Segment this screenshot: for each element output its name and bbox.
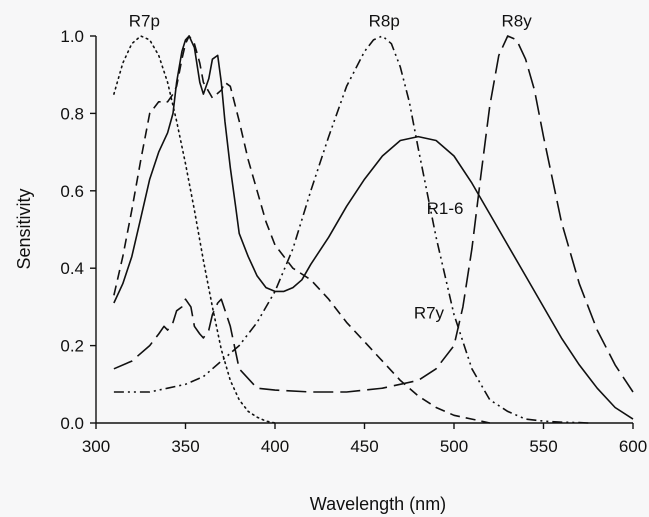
x-tick-label-350: 350 xyxy=(171,437,199,456)
x-tick-label-300: 300 xyxy=(82,437,110,456)
y-tick-label-0.4: 0.4 xyxy=(60,259,84,278)
series-r7p-line xyxy=(113,35,276,424)
series-r8p-line xyxy=(113,35,589,424)
label-r1-6: R1-6 xyxy=(427,199,464,218)
x-tick-label-450: 450 xyxy=(350,437,378,456)
label-r8p: R8p xyxy=(369,11,400,30)
series-labels: R7p R8p R8y R1-6 R7y xyxy=(129,11,533,322)
y-tick-label-0.6: 0.6 xyxy=(60,182,84,201)
x-tick-label-400: 400 xyxy=(261,437,289,456)
y-tick-label-0.2: 0.2 xyxy=(60,337,84,356)
series-r1-6-line xyxy=(113,35,634,420)
label-r7p: R7p xyxy=(129,11,160,30)
ticks: 300 350 400 450 500 550 600 0.0 0.2 0.4 0.6 0.8 1.0 xyxy=(60,27,647,456)
label-r8y: R8y xyxy=(502,11,533,30)
label-r7y: R7y xyxy=(414,304,445,323)
series-r8y-line xyxy=(113,35,634,393)
x-tick-label-550: 550 xyxy=(529,437,557,456)
y-tick-label-1: 1.0 xyxy=(60,27,84,46)
y-axis-title: Sensitivity xyxy=(14,188,34,269)
x-tick-label-500: 500 xyxy=(440,437,468,456)
y-tick-label-0: 0.0 xyxy=(60,414,84,433)
series-r7y-line xyxy=(113,35,490,424)
x-axis-title: Wavelength (nm) xyxy=(310,494,446,514)
series-layer xyxy=(113,35,634,424)
y-tick-label-0.8: 0.8 xyxy=(60,104,84,123)
x-tick-label-600: 600 xyxy=(619,437,647,456)
axes xyxy=(95,36,633,424)
